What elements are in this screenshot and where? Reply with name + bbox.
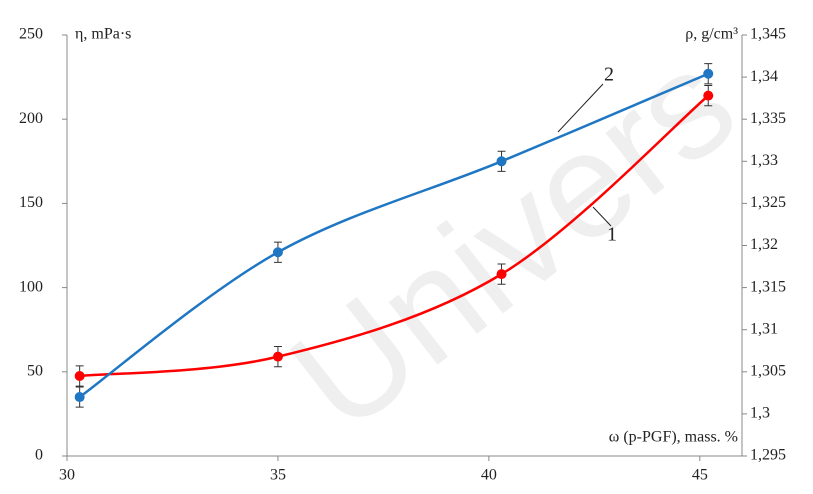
x-tick-label: 40	[481, 467, 497, 484]
y2-tick-label: 1,325	[750, 194, 786, 211]
y2-tick-label: 1,315	[750, 278, 786, 295]
y2-tick-label: 1,31	[750, 320, 778, 337]
leader-line	[557, 83, 604, 133]
series-label: 2	[604, 64, 614, 86]
data-point	[74, 371, 85, 382]
y2-tick-label: 1,32	[750, 236, 778, 253]
series-line	[78, 72, 709, 399]
data-point	[703, 90, 714, 101]
y-tick-label: 200	[19, 110, 43, 127]
y-tick-label: 0	[35, 447, 43, 464]
y2-tick-label: 1,34	[750, 68, 778, 85]
x-axis-label: ω (p-PGF), mass. %	[609, 429, 738, 446]
y-tick-label: 100	[19, 278, 43, 295]
data-point	[74, 392, 85, 403]
y2-tick-label: 1,295	[750, 447, 786, 464]
series-line	[79, 94, 710, 378]
y2-tick-label: 1,305	[750, 362, 786, 379]
y-tick-label: 150	[19, 194, 43, 211]
y-tick-label: 250	[19, 26, 43, 43]
data-point	[703, 68, 714, 79]
y2-axis-label: ρ, g/cm³	[685, 26, 738, 43]
leader-line	[592, 206, 612, 227]
x-tick-label: 30	[59, 467, 75, 484]
y2-tick-label: 1,345	[750, 26, 786, 43]
series-label: 1	[607, 224, 617, 246]
y2-tick-label: 1,33	[750, 152, 778, 169]
y-axis-label: η, mPa·s	[75, 26, 131, 43]
x-tick-label: 35	[270, 467, 286, 484]
data-point	[496, 269, 507, 280]
y2-tick-label: 1,335	[750, 110, 786, 127]
data-point	[272, 351, 283, 362]
data-point	[496, 156, 507, 167]
data-point	[272, 247, 283, 258]
watermark: Univers	[260, 18, 764, 463]
y-tick-label: 50	[27, 362, 43, 379]
y2-tick-label: 1,3	[750, 405, 770, 422]
x-tick-label: 45	[692, 467, 708, 484]
